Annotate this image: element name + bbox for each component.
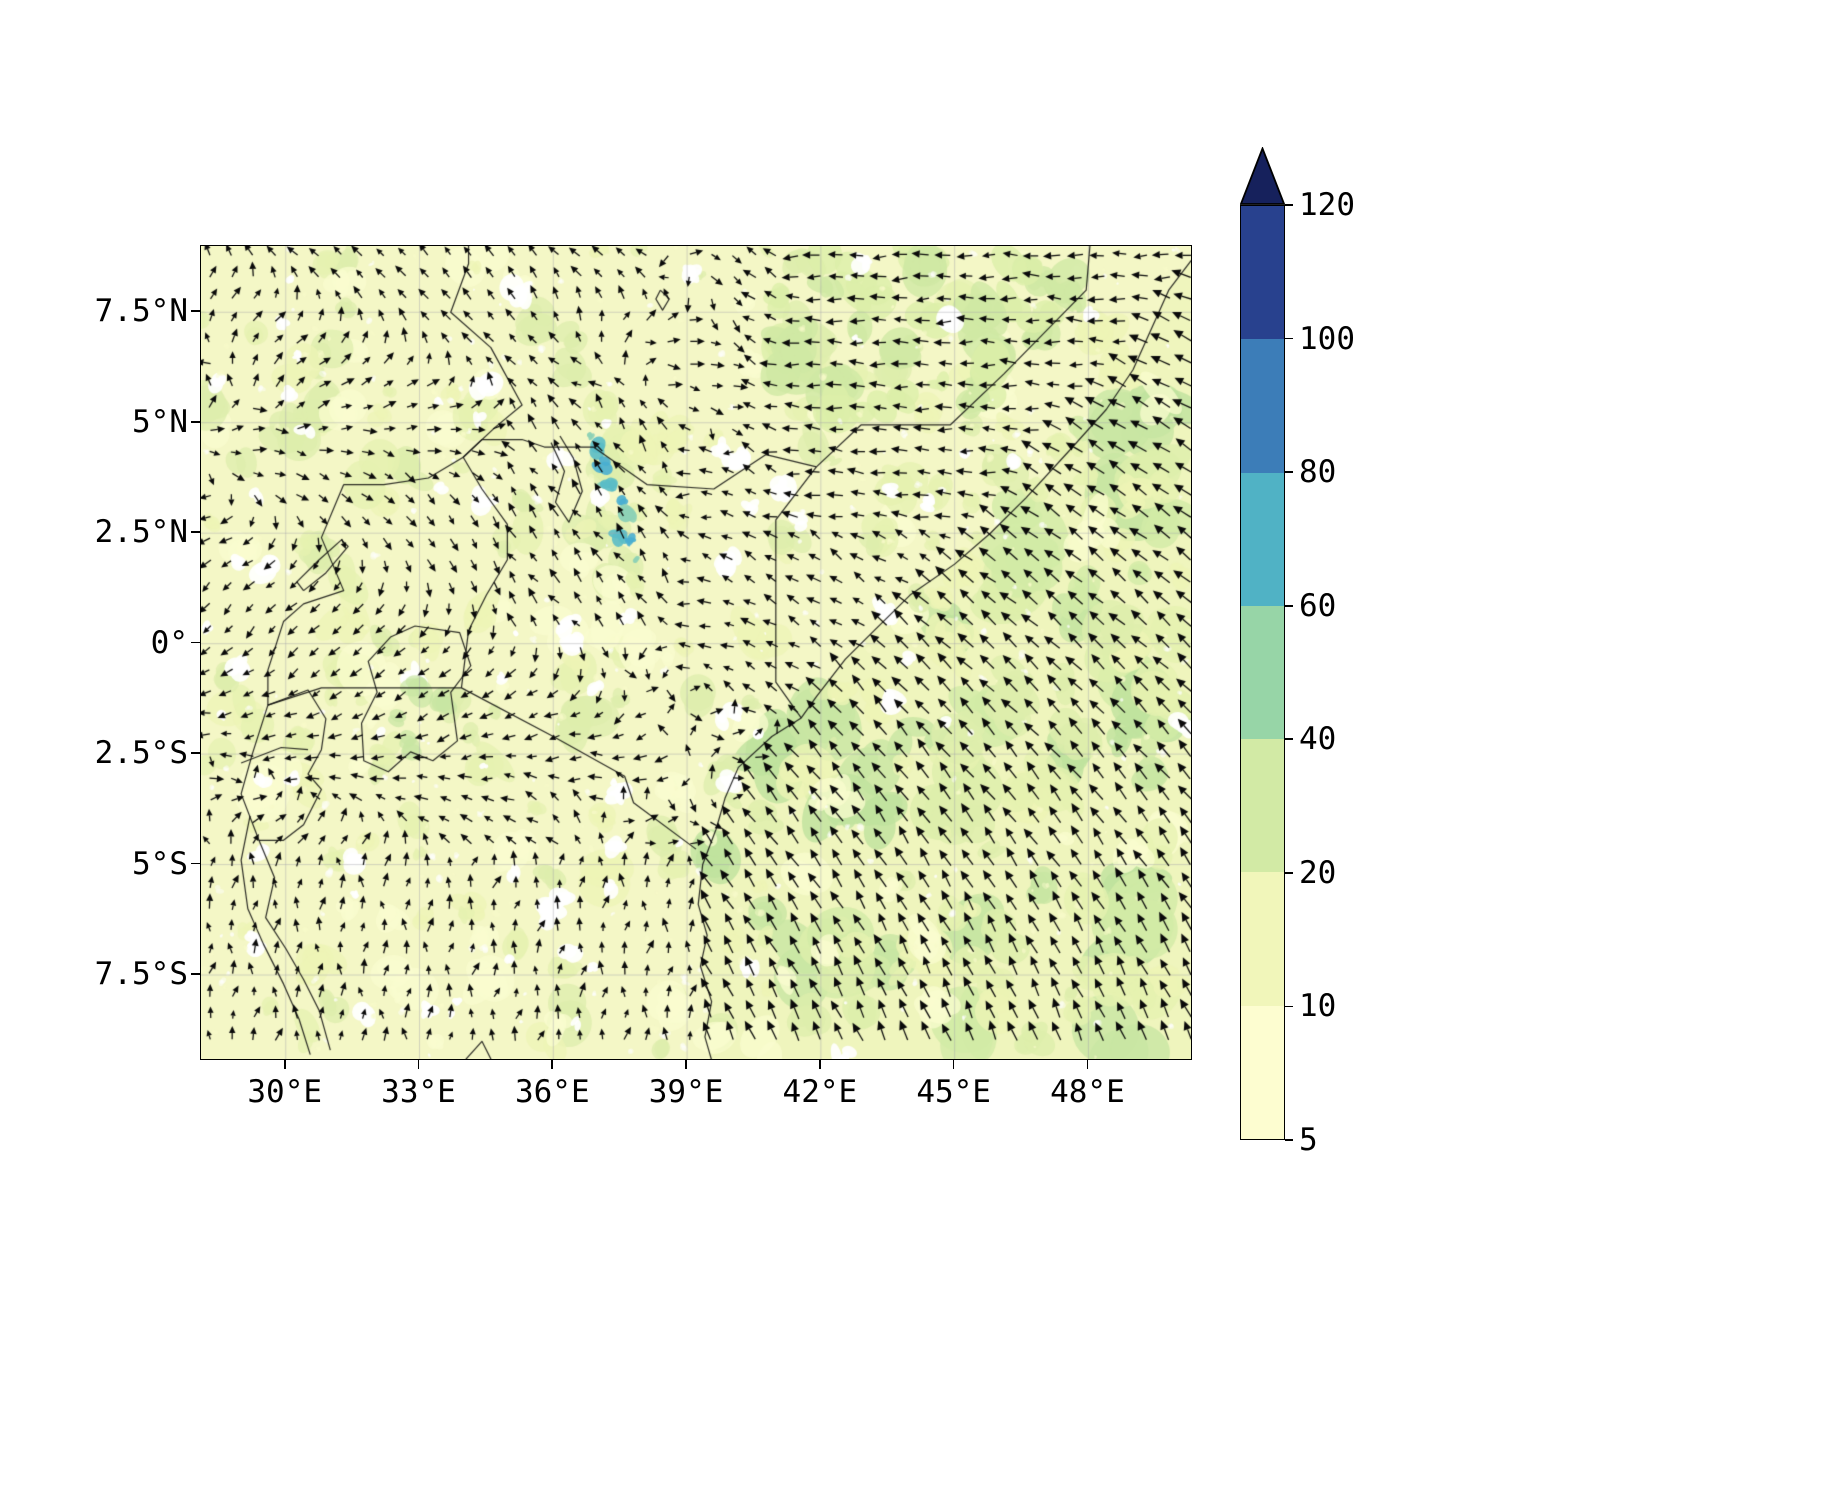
tick-mark [819,1060,821,1069]
tick-mark [1285,738,1293,741]
y-tick-label: 7.5°N [94,293,188,330]
tick-mark [551,1060,554,1069]
x-tick-label: 36°E [514,1074,590,1110]
tick-mark [191,420,200,423]
map-plot-area [200,245,1192,1060]
x-tick-label: 30°E [247,1074,323,1110]
y-tick-label: 0° [150,624,188,661]
colorbar-segment [1241,739,1284,873]
x-tick-label: 45°E [916,1074,991,1110]
x-tick-label: 42°E [782,1074,858,1110]
tick-mark [1285,337,1293,340]
tick-mark [283,1060,286,1069]
y-tick-label: 2.5°S [94,735,188,772]
colorbar-tick-label: 80 [1299,454,1337,491]
colorbar-tick-label: 5 [1299,1122,1318,1158]
y-tick-label: 2.5°N [94,514,188,551]
colorbar [1240,205,1285,1140]
colorbar-tick-label: 20 [1299,854,1337,891]
wind-map-canvas [201,246,1191,1059]
tick-mark [1285,1139,1293,1141]
tick-mark [952,1060,955,1069]
colorbar-segment [1241,605,1284,740]
tick-mark [1285,204,1293,206]
colorbar-over-triangle [1240,147,1285,205]
colorbar-tick-label: 60 [1299,587,1337,624]
y-tick-label: 7.5°S [94,956,188,993]
tick-mark [191,862,200,865]
tick-mark [191,752,200,754]
tick-mark [1285,471,1293,473]
colorbar-segment [1241,1005,1284,1139]
y-tick-label: 5°S [132,845,188,882]
x-tick-label: 39°E [648,1074,724,1110]
tick-mark [1086,1060,1089,1069]
x-tick-label: 33°E [381,1074,456,1110]
tick-mark [191,973,200,975]
y-tick-label: 5°N [132,403,188,440]
colorbar-tick-label: 100 [1299,320,1355,357]
colorbar-segment [1241,339,1284,473]
tick-mark [191,641,200,644]
tick-mark [1285,872,1293,874]
tick-mark [1285,1005,1293,1008]
tick-mark [191,310,200,313]
tick-mark [1285,604,1293,607]
colorbar-segment [1241,872,1284,1006]
colorbar-segment [1241,206,1284,340]
colorbar-tick-label: 120 [1299,187,1355,223]
colorbar-segment [1241,472,1284,606]
tick-mark [417,1060,420,1069]
x-tick-label: 48°E [1050,1074,1125,1110]
tick-mark [685,1060,687,1069]
colorbar-tick-label: 10 [1299,988,1337,1025]
colorbar-tick-label: 40 [1299,721,1337,758]
tick-mark [191,531,200,533]
